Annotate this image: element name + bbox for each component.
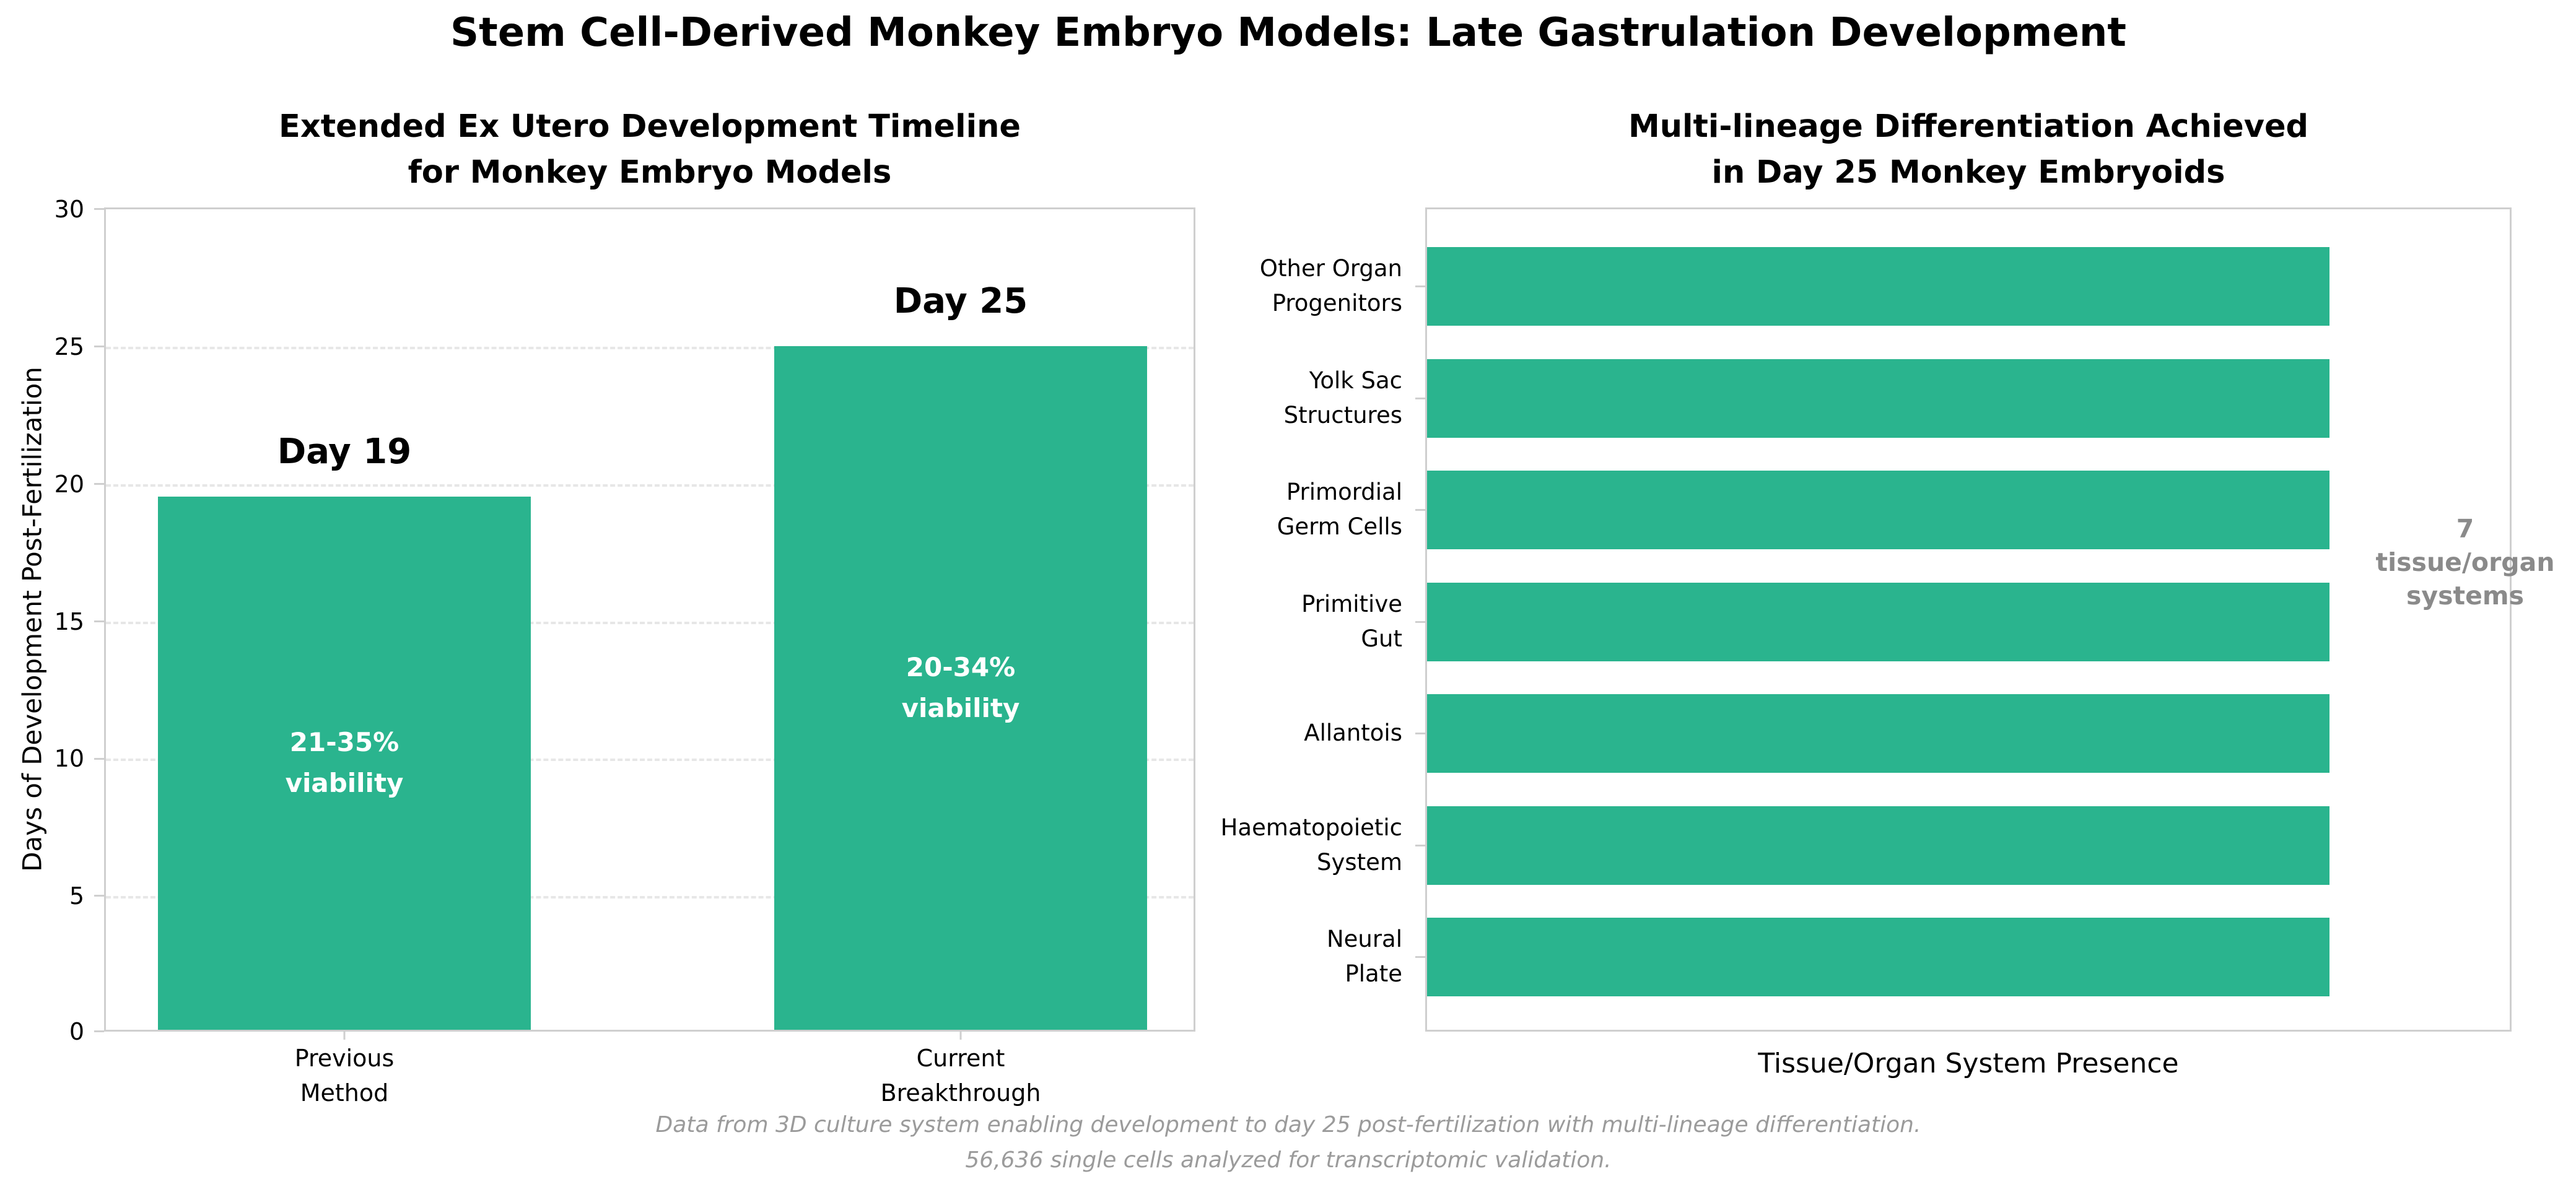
cat-label-line1: Primitive [1301, 591, 1402, 617]
bar-current-breakthrough-fill [774, 346, 1147, 1030]
right-chart-x-axis-label: Tissue/Organ System Presence [1758, 1048, 2179, 1079]
bar-current-breakthrough-day-label: Day 25 [893, 281, 1028, 321]
cat-tick-haematopoietic-system [1415, 845, 1425, 846]
cat-label-line1: Primordial [1286, 479, 1402, 505]
hbar-yolk-sac-structures [1427, 359, 2329, 438]
gridline-25 [106, 347, 1194, 349]
figure-title: Stem Cell-Derived Monkey Embryo Models: … [450, 10, 2126, 56]
cat-tick-allantois [1415, 733, 1425, 734]
x-tick-label-line2: Breakthrough [880, 1079, 1041, 1107]
y-tick-10 [94, 758, 104, 760]
cat-label-line1: Haematopoietic [1220, 814, 1402, 841]
x-tick-label-current-breakthrough: Current Breakthrough [881, 1041, 1041, 1110]
cat-label-line2: System [1317, 849, 1402, 876]
viability-line1: 21-35% [289, 727, 399, 758]
y-tick-label-0: 0 [69, 1018, 84, 1045]
y-tick-0 [94, 1030, 104, 1032]
left-chart-title-line1: Extended Ex Utero Development Timeline [278, 108, 1021, 145]
right-chart-title: Multi-lineage Differentiation Achieved i… [1628, 104, 2308, 196]
annotation-line1: 7 [2456, 514, 2474, 544]
right-chart-plot-area: Other Organ Progenitors Yolk Sac Structu… [1221, 207, 2512, 1032]
y-tick-5 [94, 895, 104, 897]
y-tick-label-20: 20 [54, 471, 84, 498]
bar-previous-method-viability-label: 21-35% viability [158, 722, 531, 804]
x-tick-current-breakthrough [959, 1030, 962, 1040]
left-chart-title: Extended Ex Utero Development Timeline f… [279, 104, 1021, 196]
cat-label-line2: Gut [1361, 625, 1402, 652]
y-tick-label-5: 5 [69, 882, 84, 910]
cat-label-primordial-germ-cells: Primordial Germ Cells [1277, 475, 1402, 544]
cat-label-line1: Allantois [1304, 720, 1402, 746]
left-chart-plot-area: 30 25 20 15 10 5 0 Day 19 21-35% viabili… [55, 196, 1195, 1107]
cat-label-neural-plate: Neural Plate [1327, 922, 1402, 991]
cat-label-other-organ-progenitors: Other Organ Progenitors [1260, 251, 1402, 321]
bar-current-breakthrough: Day 25 20-34% viability [774, 281, 1147, 1030]
y-tick-label-15: 15 [54, 608, 84, 635]
figure-caption: Data from 3D culture system enabling dev… [656, 1107, 1921, 1178]
cat-label-line2: Progenitors [1272, 290, 1402, 316]
tissue-systems-annotation: 7 tissue/organ systems [2375, 512, 2554, 612]
x-tick-label-previous-method: Previous Method [295, 1041, 395, 1110]
x-tick-label-line1: Current [916, 1045, 1005, 1072]
bar-current-breakthrough-viability-label: 20-34% viability [774, 647, 1147, 729]
bar-previous-method: Day 19 21-35% viability [158, 432, 531, 1030]
x-tick-label-line1: Previous [294, 1045, 395, 1072]
hbar-other-organ-progenitors [1427, 247, 2329, 326]
cat-tick-yolk-sac-structures [1415, 398, 1425, 399]
cat-label-allantois: Allantois [1304, 716, 1402, 750]
cat-label-line1: Yolk Sac [1309, 367, 1402, 394]
annotation-line2: tissue/organ [2375, 547, 2555, 577]
y-tick-25 [94, 346, 104, 347]
x-tick-previous-method [343, 1030, 346, 1040]
cat-label-line2: Germ Cells [1277, 513, 1402, 540]
viability-line2: viability [901, 692, 1020, 723]
gridline-5 [106, 896, 1194, 898]
gridline-20 [106, 484, 1194, 487]
left-chart-title-line2: for Monkey Embryo Models [408, 154, 892, 191]
cat-tick-primordial-germ-cells [1415, 509, 1425, 511]
y-tick-30 [94, 208, 104, 210]
cat-label-line1: Other Organ [1259, 255, 1402, 282]
bar-previous-method-day-label: Day 19 [277, 431, 412, 472]
gridline-15 [106, 622, 1194, 624]
viability-line2: viability [285, 768, 404, 799]
x-tick-label-line2: Method [300, 1079, 389, 1107]
gridline-10 [106, 759, 1194, 761]
cat-label-line2: Plate [1345, 960, 1402, 987]
annotation-line3: systems [2406, 581, 2525, 611]
cat-tick-primitive-gut [1415, 621, 1425, 623]
bar-previous-method-fill [158, 496, 531, 1030]
cat-label-haematopoietic-system: Haematopoietic System [1221, 811, 1402, 880]
cat-label-line2: Structures [1283, 402, 1402, 429]
y-tick-label-30: 30 [54, 196, 84, 223]
y-tick-15 [94, 620, 104, 622]
cat-tick-other-organ-progenitors [1415, 285, 1425, 287]
cat-label-primitive-gut: Primitive Gut [1301, 587, 1402, 656]
caption-line2: 56,636 single cells analyzed for transcr… [965, 1147, 1612, 1173]
cat-label-line1: Neural [1326, 926, 1402, 952]
right-chart-title-line2: in Day 25 Monkey Embryoids [1711, 154, 2225, 191]
hbar-haematopoietic-system [1427, 806, 2329, 885]
hbar-primitive-gut [1427, 583, 2329, 661]
right-chart-title-line1: Multi-lineage Differentiation Achieved [1628, 108, 2309, 145]
hbar-neural-plate [1427, 918, 2329, 996]
viability-line1: 20-34% [906, 651, 1016, 682]
hbar-primordial-germ-cells [1427, 471, 2329, 549]
cat-label-yolk-sac-structures: Yolk Sac Structures [1284, 363, 1402, 433]
y-tick-20 [94, 483, 104, 485]
y-tick-label-25: 25 [54, 333, 84, 360]
cat-tick-neural-plate [1415, 956, 1425, 958]
caption-line1: Data from 3D culture system enabling dev… [655, 1112, 1921, 1138]
hbar-allantois [1427, 694, 2329, 773]
y-tick-label-10: 10 [54, 745, 84, 772]
